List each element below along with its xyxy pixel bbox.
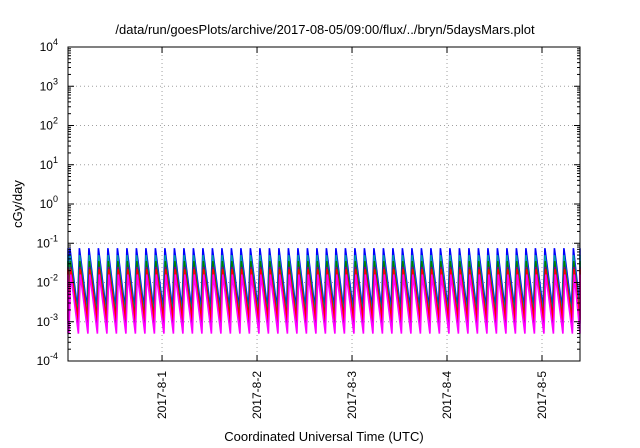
y-tick-label: 101 <box>40 155 58 172</box>
chart-title: /data/run/goesPlots/archive/2017-08-05/0… <box>115 22 535 37</box>
y-tick-label: 100 <box>40 194 58 211</box>
y-tick-label: 10-2 <box>37 273 58 290</box>
y-axis-label: cGy/day <box>10 180 25 228</box>
series-layer <box>67 248 581 334</box>
y-tick-label: 10-1 <box>37 233 58 250</box>
x-axis-label: Coordinated Universal Time (UTC) <box>224 429 423 444</box>
y-tick-label: 104 <box>40 37 58 54</box>
y-tick-label: 103 <box>40 76 58 93</box>
y-axis: 10-4 10-3 10-2 10-1 100 101 102 103 104 <box>37 37 580 368</box>
x-tick-label: 2017-8-1 <box>155 371 169 419</box>
x-tick-label: 2017-8-4 <box>440 371 454 419</box>
x-axis: 2017-8-1 2017-8-2 2017-8-3 2017-8-4 2017-8-5 <box>155 47 549 419</box>
x-tick-label: 2017-8-2 <box>250 371 264 419</box>
y-tick-label: 10-3 <box>37 312 58 329</box>
series-line <box>67 274 581 334</box>
y-tick-label: 102 <box>40 116 58 133</box>
y-tick-label: 10-4 <box>37 351 58 368</box>
x-tick-label: 2017-8-3 <box>345 371 359 419</box>
x-tick-label: 2017-8-5 <box>535 371 549 419</box>
